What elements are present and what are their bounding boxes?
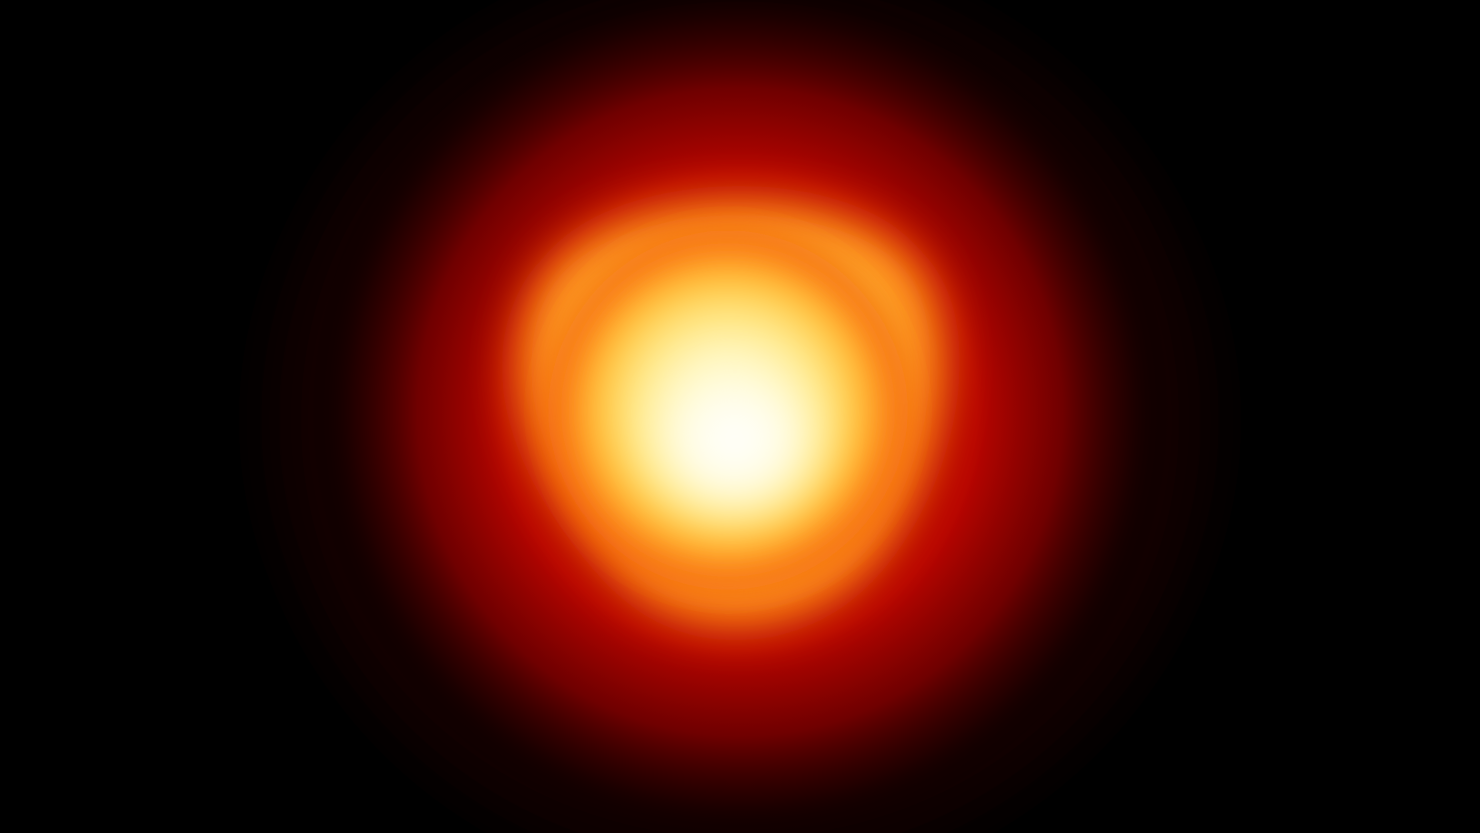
white-hot-center — [625, 340, 845, 540]
